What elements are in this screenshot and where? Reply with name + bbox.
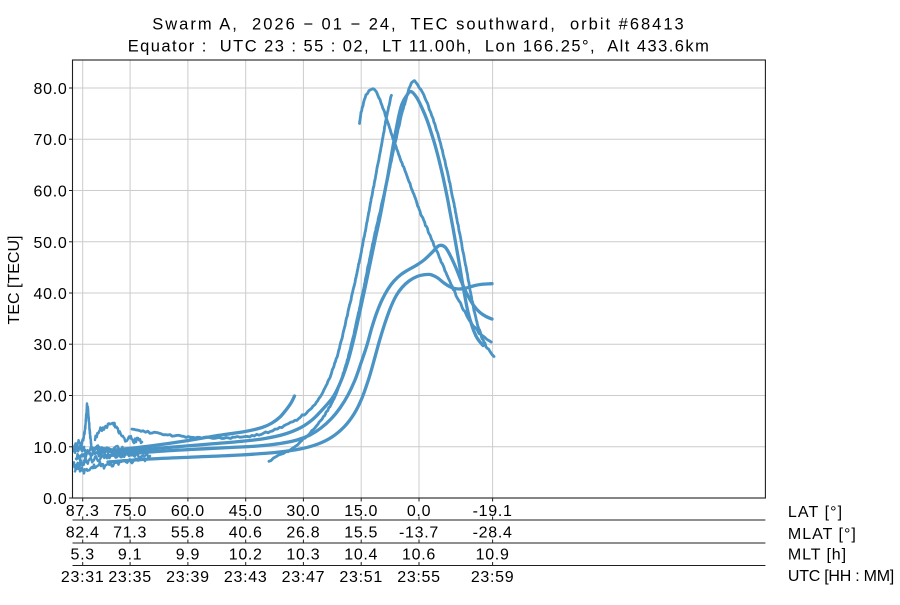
svg-text:-19.1: -19.1 — [473, 503, 513, 520]
svg-text:-28.4: -28.4 — [473, 525, 513, 542]
svg-text:30.0: 30.0 — [286, 503, 320, 520]
svg-text:10.4: 10.4 — [344, 547, 378, 564]
svg-text:10.2: 10.2 — [229, 547, 263, 564]
svg-text:TEC [TECU]: TEC [TECU] — [6, 236, 23, 325]
svg-text:60.0: 60.0 — [34, 184, 68, 201]
svg-text:75.0: 75.0 — [113, 503, 147, 520]
svg-text:10.3: 10.3 — [286, 547, 320, 564]
svg-text:23:43: 23:43 — [224, 569, 268, 586]
svg-text:Swarm A, 2026 − 01 − 24, TEC: Swarm A, 2026 − 01 − 24, TEC southward, … — [152, 16, 685, 34]
svg-text:70.0: 70.0 — [34, 132, 68, 149]
svg-text:UTC [HH : MM]: UTC [HH : MM] — [788, 568, 894, 585]
svg-text:20.0: 20.0 — [34, 389, 68, 406]
svg-text:10.0: 10.0 — [34, 440, 68, 457]
svg-text:15.0: 15.0 — [344, 503, 378, 520]
svg-text:10.9: 10.9 — [476, 547, 510, 564]
svg-text:55.8: 55.8 — [171, 525, 205, 542]
svg-text:23:59: 23:59 — [471, 569, 515, 586]
svg-text:9.9: 9.9 — [176, 547, 200, 564]
svg-text:71.3: 71.3 — [113, 525, 147, 542]
svg-text:45.0: 45.0 — [229, 503, 263, 520]
svg-text:50.0: 50.0 — [34, 235, 68, 252]
svg-text:10.6: 10.6 — [402, 547, 436, 564]
svg-text:MLT [h]: MLT [h] — [788, 547, 847, 564]
svg-text:23:47: 23:47 — [282, 569, 326, 586]
svg-text:23:35: 23:35 — [108, 569, 152, 586]
svg-text:5.3: 5.3 — [71, 547, 95, 564]
svg-text:23:51: 23:51 — [339, 569, 383, 586]
svg-text:60.0: 60.0 — [171, 503, 205, 520]
svg-text:15.5: 15.5 — [344, 525, 378, 542]
svg-text:0.0: 0.0 — [407, 503, 431, 520]
svg-text:26.8: 26.8 — [286, 525, 320, 542]
svg-text:23:31: 23:31 — [61, 569, 105, 586]
svg-text:23:39: 23:39 — [166, 569, 210, 586]
svg-text:80.0: 80.0 — [34, 81, 68, 98]
svg-text:82.4: 82.4 — [66, 525, 100, 542]
svg-text:MLAT [°]: MLAT [°] — [788, 526, 857, 543]
svg-text:30.0: 30.0 — [34, 337, 68, 354]
svg-text:LAT [°]: LAT [°] — [788, 504, 843, 521]
svg-text:-13.7: -13.7 — [399, 525, 439, 542]
svg-text:23:55: 23:55 — [397, 569, 441, 586]
svg-text:0.0: 0.0 — [43, 491, 67, 508]
svg-text:9.1: 9.1 — [118, 547, 142, 564]
svg-text:40.6: 40.6 — [229, 525, 263, 542]
svg-text:40.0: 40.0 — [34, 286, 68, 303]
svg-text:Equator : UTC 23 : 55 : 02,: Equator : UTC 23 : 55 : 02, LT 11.00h, L… — [128, 37, 711, 55]
svg-text:87.3: 87.3 — [66, 503, 100, 520]
